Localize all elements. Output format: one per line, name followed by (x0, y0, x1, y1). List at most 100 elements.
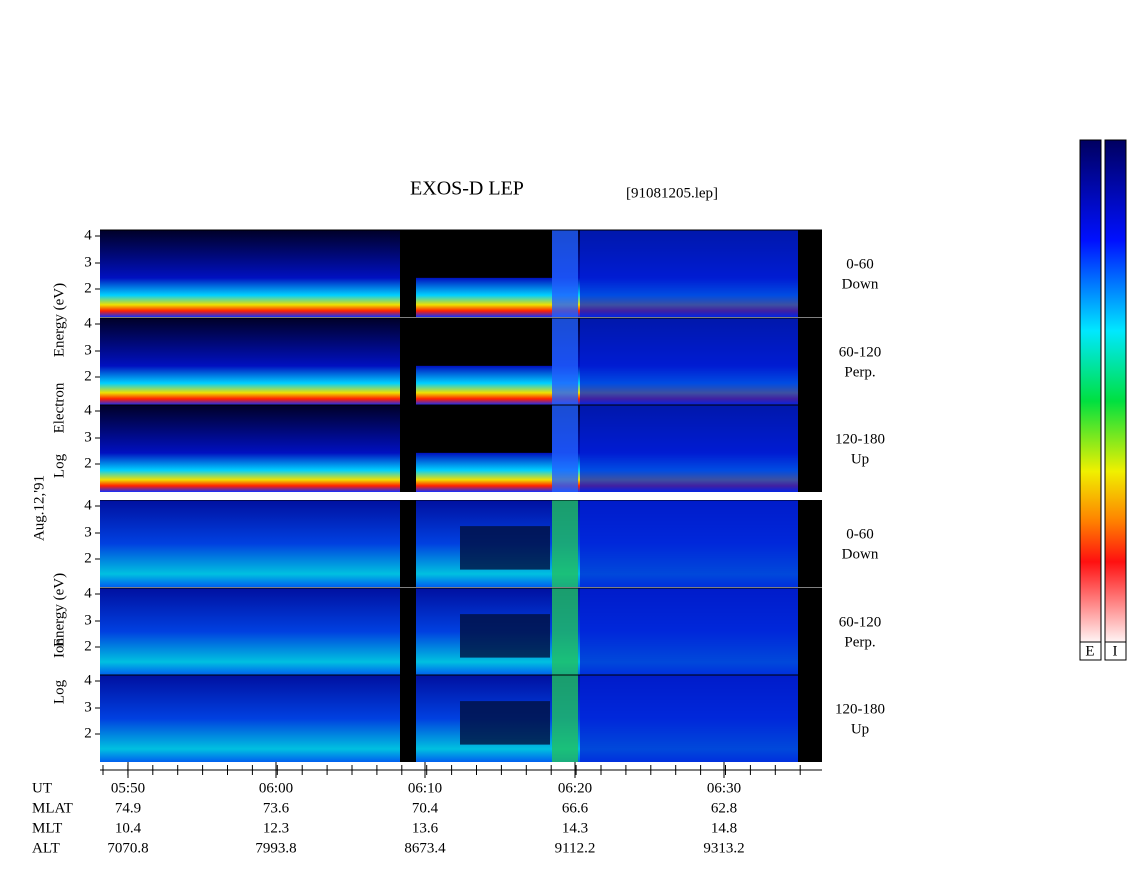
data-gap (798, 675, 822, 762)
energy-tick-label: 3 (84, 612, 92, 628)
energy-tick-label: 4 (84, 497, 92, 513)
row-value: 62.8 (711, 800, 737, 816)
row-value: 9313.2 (703, 840, 744, 856)
energy-tick-label: 3 (84, 429, 92, 445)
data-gap (798, 230, 822, 317)
panel-direction: Down (842, 546, 879, 562)
energy-tick-label: 3 (84, 254, 92, 270)
energy-tick-label: 4 (84, 227, 92, 243)
y-axis-label: Electron (51, 382, 67, 433)
panel-direction: Perp. (844, 364, 875, 380)
panel-range: 120-180 (835, 701, 885, 717)
data-gap (798, 405, 822, 492)
energy-tick-label: 3 (84, 699, 92, 715)
row-value: 7070.8 (107, 840, 148, 856)
row-value: 06:00 (259, 780, 293, 796)
color-bar-box (1104, 641, 1127, 661)
quiet (580, 318, 798, 405)
energy-tick-label: 3 (84, 524, 92, 540)
row-value: 12.3 (263, 820, 289, 836)
energy-tick-label: 2 (84, 550, 92, 566)
quiet (580, 500, 798, 587)
energy-tick-label: 2 (84, 368, 92, 384)
panel-range: 60-120 (839, 614, 882, 630)
burst (552, 500, 578, 587)
energy-tick-label: 2 (84, 725, 92, 741)
data-gap (460, 701, 550, 745)
row-value: 06:10 (408, 780, 442, 796)
panel-direction: Perp. (844, 634, 875, 650)
quiet (580, 588, 798, 675)
burst (552, 405, 578, 492)
color-bar-label: E (1085, 643, 1094, 659)
y-axis-label: Aug.12,'91 (31, 475, 47, 541)
data-gap (416, 318, 552, 366)
data-gap (798, 588, 822, 675)
panel-range: 0-60 (846, 526, 874, 542)
data-gap (798, 318, 822, 405)
energy-tick-label: 2 (84, 280, 92, 296)
file-name: [91081205.lep] (626, 185, 718, 201)
row-value: 9112.2 (555, 840, 596, 856)
data-gap (400, 675, 416, 762)
row-label: MLT (32, 820, 62, 836)
color-bars (1079, 139, 1127, 661)
panel-range: 120-180 (835, 431, 885, 447)
row-value: 14.3 (562, 820, 588, 836)
quiet (580, 675, 798, 762)
energy-tick-label: 4 (84, 672, 92, 688)
energy-tick-label: 2 (84, 455, 92, 471)
color-bar-label: I (1113, 643, 1118, 659)
energy-tick-label: 4 (84, 315, 92, 331)
row-value: 8673.4 (404, 840, 446, 856)
color-bar (1104, 139, 1127, 643)
separator (96, 492, 826, 500)
color-bar (1079, 139, 1102, 643)
y-axis-label: Log (51, 453, 67, 478)
panel-direction: Down (842, 276, 879, 292)
title: EXOS-D LEP (410, 178, 524, 200)
row-value: 06:20 (558, 780, 592, 796)
data-gap (416, 230, 552, 278)
data-gap (400, 405, 416, 492)
data-gap (400, 318, 416, 405)
burst (552, 230, 578, 317)
quiet (580, 405, 798, 492)
panel-direction: Up (851, 721, 869, 737)
row-value: 66.6 (562, 800, 589, 816)
energy-tick-label: 4 (84, 585, 92, 601)
row-value: 10.4 (115, 820, 142, 836)
burst (552, 318, 578, 405)
row-label: MLAT (32, 800, 73, 816)
burst (552, 675, 578, 762)
energy-tick-label: 3 (84, 342, 92, 358)
row-value: 14.8 (711, 820, 737, 836)
y-axis-label: Ion (51, 638, 67, 658)
row-value: 70.4 (412, 800, 439, 816)
energy-tick-label: 4 (84, 402, 92, 418)
row-value: 06:30 (707, 780, 741, 796)
row-value: 7993.8 (255, 840, 296, 856)
data-gap (416, 405, 552, 453)
y-axis-label: Energy (eV) (51, 573, 67, 647)
panel-range: 0-60 (846, 256, 874, 272)
row-value: 74.9 (115, 800, 141, 816)
row-label: ALT (32, 840, 60, 856)
panel-range: 60-120 (839, 344, 882, 360)
data-gap (400, 230, 416, 317)
row-value: 13.6 (412, 820, 439, 836)
row-label: UT (32, 780, 52, 796)
data-gap (798, 500, 822, 587)
data-gap (400, 500, 416, 587)
color-bar-box (1079, 641, 1102, 661)
panel-direction: Up (851, 451, 869, 467)
y-axis-label: Energy (eV) (51, 283, 67, 357)
data-gap (460, 526, 550, 570)
row-value: 05:50 (111, 780, 145, 796)
y-axis-label: Log (51, 679, 67, 704)
data-gap (400, 588, 416, 675)
burst (552, 588, 578, 675)
quiet (580, 230, 798, 317)
row-value: 73.6 (263, 800, 290, 816)
